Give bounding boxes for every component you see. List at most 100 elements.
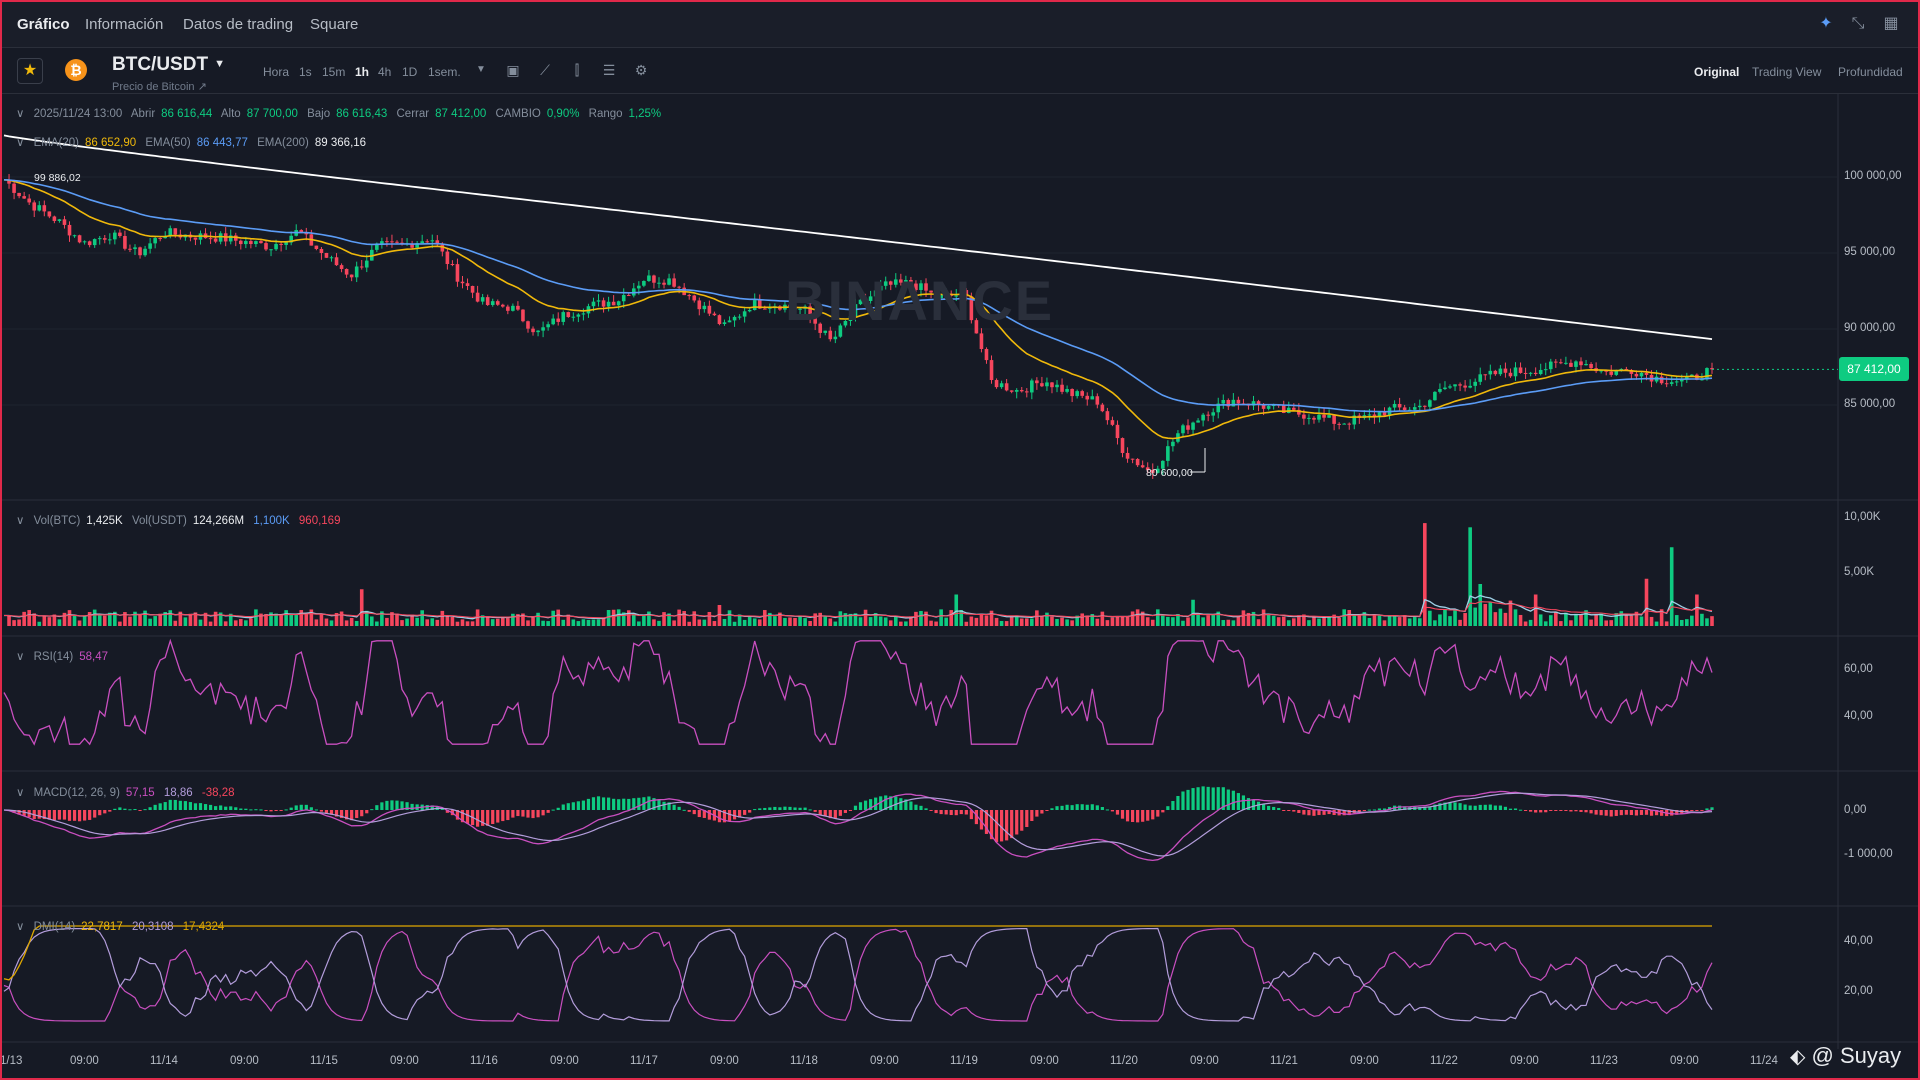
view-trading-view[interactable]: Trading View [1752, 65, 1822, 79]
macd-histogram-bar [1191, 788, 1195, 810]
candle-type-icon[interactable]: ⫿ [574, 62, 580, 78]
collapse-legend-icon[interactable]: ∨ [16, 108, 25, 120]
binance-watermark: BINANCE [785, 269, 1055, 332]
candle-body [259, 241, 263, 244]
price-chart[interactable] [0, 94, 1920, 1054]
volume-bar [1055, 618, 1059, 626]
timeframe-1h[interactable]: 1h [355, 65, 370, 79]
macd-histogram-bar [1418, 806, 1422, 810]
collapse-macd-icon[interactable]: ∨ [16, 787, 25, 799]
calendar-icon[interactable]: ▣ [506, 62, 520, 78]
timeframe-1sem[interactable]: 1sem. [428, 65, 461, 79]
time-axis-label: 09:00 [710, 1055, 739, 1067]
rsi-legend: ∨ RSI(14) 58,47 [16, 649, 114, 663]
candle-body [828, 330, 833, 340]
macd-histogram-bar [133, 809, 137, 811]
volume-bar [1417, 618, 1422, 626]
macd-histogram-bar [77, 810, 82, 822]
indicator-icon[interactable]: ⟋ [540, 62, 550, 78]
tab-datos-de-trading[interactable]: Datos de trading [183, 16, 294, 33]
current-price-tag: 87 412,00 [1839, 357, 1909, 381]
macd-histogram-bar [304, 804, 308, 810]
volume-bar [339, 611, 344, 626]
timeframe-hora[interactable]: Hora [263, 65, 290, 79]
volume-bar [254, 609, 258, 626]
candle-body [1065, 389, 1069, 392]
volume-bar [364, 610, 369, 626]
macd-histogram-bar [1690, 810, 1694, 811]
candle-body [1473, 381, 1477, 386]
candle-body [1443, 387, 1447, 390]
pair-subtitle[interactable]: Precio de Bitcoin ↗ [112, 81, 207, 93]
macd-histogram-bar [1035, 810, 1039, 817]
volume-bar [264, 614, 268, 626]
candle-body [67, 224, 72, 236]
volume-bar [813, 613, 817, 626]
tab-grafico[interactable]: Gráfico [17, 16, 70, 33]
macd-histogram-bar [732, 810, 737, 820]
candle-body [97, 238, 102, 240]
volume-bar [904, 621, 908, 626]
volume-bar [490, 619, 495, 626]
low-label: Bajo [307, 108, 331, 120]
volume-bar [1095, 618, 1100, 626]
candle-body [1040, 383, 1044, 387]
macd-histogram-bar [188, 802, 193, 810]
favorite-star-icon[interactable]: ★ [17, 58, 43, 84]
macd-histogram-bar [863, 800, 868, 810]
volume-bar [82, 615, 87, 626]
macd-histogram-bar [1433, 804, 1437, 810]
macd-histogram-bar [486, 810, 490, 826]
macd-histogram-bar [1100, 807, 1104, 810]
collapse-icon[interactable]: ⤡ [1851, 15, 1865, 32]
macd-histogram-bar [1649, 810, 1654, 816]
volume-bar [7, 615, 11, 626]
layout-grid-icon[interactable]: ▦ [1883, 15, 1899, 32]
candle-body [954, 295, 959, 297]
candle-body [1690, 374, 1694, 377]
collapse-ema-icon[interactable]: ∨ [16, 137, 25, 149]
macd-histogram-bar [737, 810, 742, 818]
collapse-dmi-icon[interactable]: ∨ [16, 921, 25, 933]
candle-body [269, 249, 273, 251]
gear-icon[interactable]: ⚙ [634, 62, 648, 78]
candle-body [339, 265, 344, 269]
macd-histogram-bar [1282, 810, 1286, 811]
macd-histogram-bar [123, 808, 127, 810]
volume-bar [314, 619, 319, 626]
volume-bar [1221, 620, 1226, 626]
sparkle-icon[interactable]: ✦ [1819, 15, 1833, 32]
volume-bar [888, 620, 893, 626]
candle-body [596, 300, 601, 302]
volume-bar [208, 621, 213, 626]
timeframe-4h[interactable]: 4h [378, 65, 392, 79]
candle-body [42, 205, 47, 212]
tab-square[interactable]: Square [310, 16, 359, 33]
collapse-rsi-icon[interactable]: ∨ [16, 651, 25, 663]
volume-bar [526, 620, 530, 626]
timeframe-15m[interactable]: 15m [322, 65, 346, 79]
volume-bar [954, 594, 959, 626]
candle-body [1543, 369, 1548, 371]
candle-body [1685, 376, 1689, 380]
volume-bar [606, 610, 611, 626]
tab-informacion[interactable]: Información [85, 16, 164, 33]
volume-bar [390, 612, 394, 626]
pair-selector[interactable]: BTC/USDT ▼ [112, 54, 225, 75]
volume-bar [249, 618, 253, 626]
timeframe-dropdown-icon[interactable]: ▼ [476, 64, 486, 75]
candle-body [506, 306, 510, 311]
timeframe-1d[interactable]: 1D [402, 65, 418, 79]
macd-histogram-bar [1105, 809, 1109, 811]
view-original[interactable]: Original [1694, 65, 1740, 79]
macd-histogram-bar [284, 809, 288, 811]
candle-body [304, 233, 309, 235]
macd-histogram-bar [1216, 787, 1220, 810]
macd-histogram-bar [1261, 804, 1266, 810]
view-profundidad[interactable]: Profundidad [1838, 65, 1903, 79]
collapse-vol-icon[interactable]: ∨ [16, 515, 25, 527]
timeframe-1s[interactable]: 1s [299, 65, 312, 79]
settings-list-icon[interactable]: ☰ [602, 62, 616, 78]
candle-body [1458, 384, 1462, 386]
volume-bar [1423, 523, 1427, 626]
